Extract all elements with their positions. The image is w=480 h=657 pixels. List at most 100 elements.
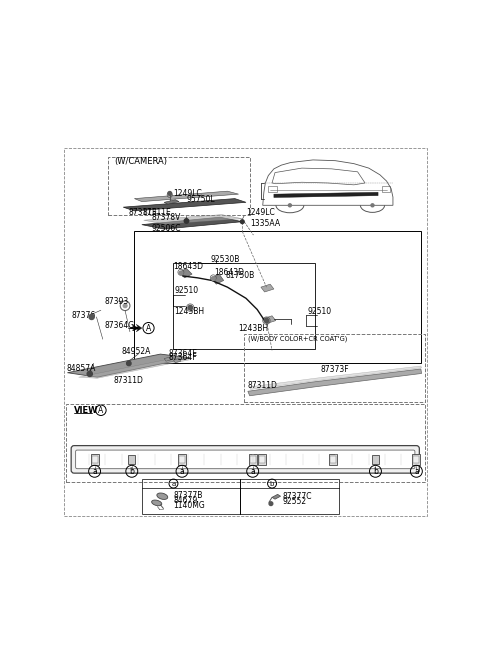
Bar — [178, 454, 186, 464]
Bar — [108, 157, 250, 215]
Bar — [412, 454, 420, 464]
Text: 92510: 92510 — [175, 286, 199, 294]
Polygon shape — [164, 200, 179, 204]
Text: (W/CAMERA): (W/CAMERA) — [114, 157, 167, 166]
Bar — [91, 454, 99, 464]
Polygon shape — [179, 269, 192, 278]
Text: 87364E: 87364E — [168, 349, 198, 358]
Polygon shape — [67, 354, 190, 377]
Bar — [330, 456, 336, 463]
Circle shape — [89, 314, 94, 319]
Circle shape — [123, 304, 127, 308]
Text: 87376: 87376 — [71, 311, 96, 321]
Text: b: b — [373, 466, 378, 476]
Bar — [413, 456, 420, 463]
Text: (W/BODY COLOR+CR COAT'G): (W/BODY COLOR+CR COAT'G) — [248, 336, 347, 342]
Circle shape — [184, 219, 189, 223]
Text: 81750B: 81750B — [226, 271, 255, 281]
Circle shape — [264, 319, 269, 323]
Bar — [372, 455, 379, 464]
Polygon shape — [248, 369, 421, 396]
Polygon shape — [263, 316, 276, 324]
Bar — [258, 454, 266, 464]
Text: 1140MG: 1140MG — [173, 501, 205, 510]
Text: 95750L: 95750L — [186, 195, 215, 204]
Polygon shape — [173, 359, 181, 363]
Text: 18643D: 18643D — [173, 262, 204, 271]
Polygon shape — [144, 215, 242, 224]
Text: 87377B: 87377B — [173, 491, 203, 500]
Text: 92506C: 92506C — [151, 224, 180, 233]
Polygon shape — [274, 193, 378, 198]
Text: b: b — [129, 466, 134, 476]
Polygon shape — [272, 494, 281, 499]
Circle shape — [288, 204, 291, 207]
Polygon shape — [261, 284, 274, 292]
Polygon shape — [123, 198, 246, 211]
Bar — [250, 456, 256, 463]
Polygon shape — [79, 359, 190, 378]
Bar — [249, 454, 257, 464]
Text: 87373F: 87373F — [321, 365, 349, 374]
Ellipse shape — [157, 493, 168, 499]
Polygon shape — [212, 274, 224, 284]
Text: 92552: 92552 — [282, 497, 307, 506]
Text: VIEW: VIEW — [74, 406, 98, 415]
Ellipse shape — [152, 500, 162, 506]
FancyBboxPatch shape — [76, 450, 415, 468]
Circle shape — [179, 271, 183, 275]
Text: 87311E: 87311E — [143, 208, 171, 217]
Text: a: a — [171, 480, 176, 487]
Text: 18643D: 18643D — [215, 268, 244, 277]
Text: 84952A: 84952A — [121, 347, 151, 355]
Polygon shape — [128, 325, 142, 332]
Circle shape — [240, 220, 244, 223]
Text: 87364G: 87364G — [105, 321, 135, 330]
Circle shape — [87, 371, 92, 376]
Text: 87311D: 87311D — [114, 376, 144, 384]
Bar — [259, 456, 265, 463]
Polygon shape — [142, 217, 242, 229]
Text: a: a — [92, 466, 97, 476]
Bar — [179, 456, 185, 463]
Text: A: A — [98, 406, 104, 415]
Text: 84679: 84679 — [173, 496, 198, 505]
Bar — [134, 231, 421, 363]
Text: a: a — [180, 466, 184, 476]
Circle shape — [168, 192, 172, 195]
Bar — [329, 454, 337, 464]
Text: a: a — [414, 466, 419, 476]
Text: 87393: 87393 — [105, 297, 129, 306]
Bar — [142, 479, 339, 514]
Circle shape — [127, 361, 131, 366]
Text: 87377C: 87377C — [282, 491, 312, 501]
Bar — [129, 455, 135, 464]
Circle shape — [188, 306, 192, 310]
Text: 87364F: 87364F — [168, 353, 197, 362]
Bar — [66, 404, 424, 482]
FancyBboxPatch shape — [71, 445, 420, 473]
Text: 1243BH: 1243BH — [239, 323, 269, 332]
Text: a: a — [251, 466, 255, 476]
Text: 1249LC: 1249LC — [246, 208, 275, 217]
Text: 84857A: 84857A — [67, 364, 96, 373]
Bar — [92, 456, 97, 463]
Text: 92530B: 92530B — [211, 255, 240, 263]
Circle shape — [371, 204, 374, 207]
Circle shape — [269, 502, 273, 505]
Text: 87378V: 87378V — [151, 213, 180, 221]
Text: b: b — [270, 480, 274, 487]
Polygon shape — [134, 191, 239, 202]
Bar — [244, 334, 424, 403]
Circle shape — [211, 277, 215, 281]
Polygon shape — [250, 366, 421, 390]
Text: 1249LC: 1249LC — [173, 189, 202, 198]
Text: A: A — [146, 323, 151, 332]
Text: 87311D: 87311D — [248, 381, 278, 390]
Text: 87311E: 87311E — [129, 208, 157, 217]
Text: 1243BH: 1243BH — [175, 307, 204, 316]
Bar — [173, 263, 315, 348]
Text: 1335AA: 1335AA — [250, 219, 280, 229]
Polygon shape — [164, 357, 172, 361]
Text: 92510: 92510 — [307, 307, 332, 316]
